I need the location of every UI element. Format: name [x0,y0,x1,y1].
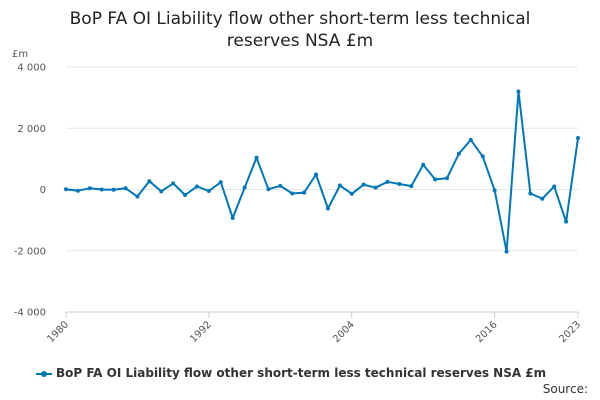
data-point-2000 [302,190,307,195]
x-tick-label-2: 2004 [331,319,357,345]
data-point-2022 [564,219,569,224]
y-tick-label-4: -4 000 [14,308,46,319]
data-point-2016 [492,188,497,193]
data-point-1996 [254,155,259,160]
series-line-group [64,89,580,254]
data-point-2009 [409,184,414,189]
data-point-1983 [99,187,104,192]
data-point-2008 [397,181,402,186]
x-tick-label-0: 1980 [45,319,71,345]
data-point-2007 [385,179,390,184]
data-point-1985 [123,186,128,191]
data-point-2011 [433,177,438,182]
data-point-2021 [552,184,557,189]
y-tick-label-2: 0 [40,185,46,196]
legend-series-swatch [36,369,52,378]
data-point-2012 [445,176,450,181]
chart-title-line-1: BoP FA OI Liability flow other short-ter… [69,9,531,29]
data-point-1980 [64,187,68,192]
data-point-1990 [183,193,188,198]
data-point-2017 [504,249,509,254]
x-tick-label-3: 2016 [474,319,500,345]
data-point-2006 [373,185,378,190]
chart-title-line-2: reserves NSA £m [226,31,374,51]
y-tick-label-0: 4 000 [17,63,46,74]
legend[interactable]: BoP FA OI Liability flow other short-ter… [36,366,546,380]
data-point-2023 [576,136,580,141]
y-axis-unit-label: £m [12,49,28,60]
data-point-2003 [337,183,342,188]
data-point-1989 [171,181,176,186]
data-point-2002 [325,206,330,211]
legend-series-label: BoP FA OI Liability flow other short-ter… [56,366,547,380]
data-point-1991 [194,184,199,189]
data-point-1998 [278,183,283,188]
data-point-1993 [218,180,223,185]
y-axis-ticks: 4 000 2 000 0 -2 000 -4 000 [14,63,46,319]
data-point-2004 [349,191,354,196]
series-line-0 [65,90,579,253]
data-point-1992 [206,189,211,194]
data-point-1994 [230,215,235,220]
data-point-2014 [468,137,473,142]
data-point-1995 [242,185,247,190]
x-tick-label-4: 2023 [557,319,583,345]
y-tick-label-3: -2 000 [14,246,46,257]
data-point-1999 [290,191,295,196]
data-point-2018 [516,89,521,94]
data-point-1987 [147,179,152,184]
source-label: Source: [542,382,588,396]
data-point-1988 [159,189,164,194]
data-point-2020 [540,196,545,201]
data-point-2010 [421,162,426,167]
data-point-2013 [456,151,461,156]
data-point-1984 [111,187,116,192]
data-point-2019 [528,191,533,196]
data-point-1986 [135,194,140,199]
data-point-1997 [266,187,271,192]
x-axis: 1980 1992 2004 2016 2023 [45,311,583,345]
data-point-2015 [480,154,485,159]
chart-title: BoP FA OI Liability flow other short-ter… [0,8,600,52]
data-point-2001 [314,172,319,177]
data-point-1981 [75,188,80,193]
data-point-1982 [87,186,92,191]
x-tick-label-1: 1992 [188,319,214,345]
data-point-2005 [361,182,366,187]
y-tick-label-1: 2 000 [17,124,46,135]
